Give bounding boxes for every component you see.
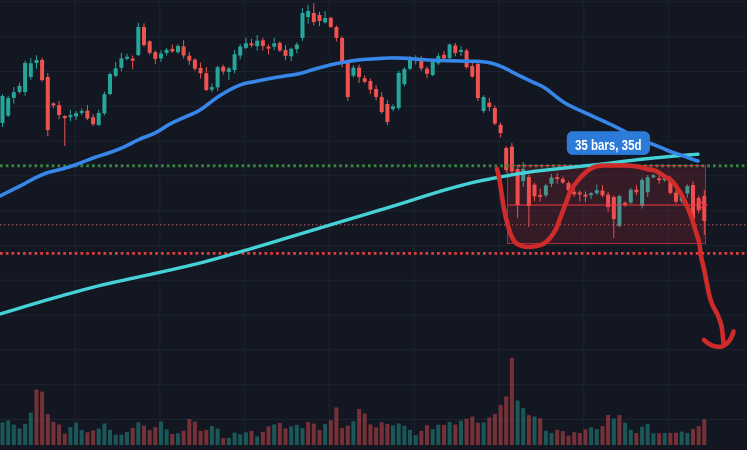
svg-text:35 bars, 35d: 35 bars, 35d [575,137,642,154]
